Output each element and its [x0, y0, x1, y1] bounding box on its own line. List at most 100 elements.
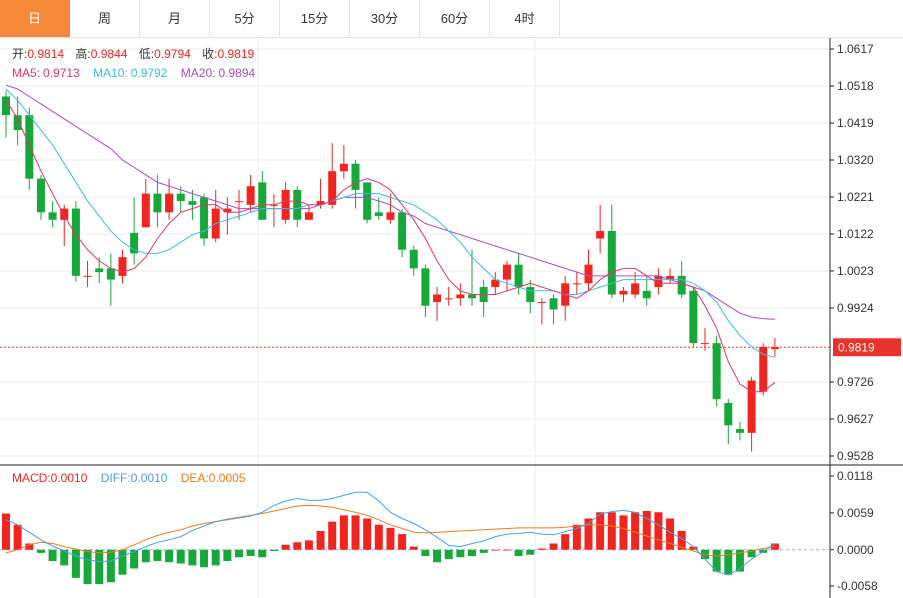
candle-body: [444, 298, 453, 300]
macd-bar: [712, 549, 721, 572]
macd-bar: [433, 549, 442, 563]
macd-panel: [2, 491, 779, 585]
candle-body: [549, 298, 558, 310]
candle-body: [48, 212, 57, 220]
current-price-tag: 0.9819: [833, 338, 901, 357]
macd-bar: [200, 549, 209, 568]
candle-body: [316, 201, 325, 205]
candle: [293, 186, 302, 228]
candle: [188, 189, 197, 220]
candle-body: [386, 212, 395, 220]
candle-body: [526, 287, 535, 303]
candle: [572, 272, 581, 295]
tab-5[interactable]: 30分: [350, 0, 420, 37]
tab-1[interactable]: 周: [70, 0, 140, 37]
candle-body: [607, 231, 616, 295]
candle-body: [293, 189, 302, 220]
macd-bar: [398, 534, 407, 550]
macd-bar: [421, 549, 430, 556]
candle: [200, 193, 209, 246]
macd-bar: [48, 549, 57, 561]
macd-bar: [141, 549, 150, 563]
macd-bar: [526, 549, 535, 555]
macd-bar: [223, 549, 232, 561]
macd-bar: [258, 549, 267, 558]
ma20-value: 0.9894: [218, 66, 255, 80]
candle-body: [724, 402, 733, 426]
candle: [468, 249, 476, 306]
candle: [258, 171, 267, 220]
candle: [747, 376, 756, 452]
macd-bar: [444, 549, 453, 560]
candle-body: [328, 171, 337, 205]
candle: [619, 287, 628, 303]
candle-body: [491, 279, 500, 288]
y-tick-label: 0.9726: [837, 375, 874, 389]
tab-4[interactable]: 15分: [280, 0, 350, 37]
candle: [666, 268, 675, 284]
macd-bar: [491, 549, 500, 551]
candle: [13, 96, 22, 146]
candle-body: [409, 249, 418, 269]
candle-body: [759, 346, 768, 392]
y-axes: 1.0617 1.0518 1.0419 1.0320 1.0221 1.0122 1.00…: [830, 42, 878, 593]
current-price-text: 0.9819: [838, 341, 875, 355]
ma10-value: 0.9792: [131, 66, 168, 80]
candle: [735, 421, 744, 441]
tab-3[interactable]: 5分: [210, 0, 280, 37]
candle: [409, 245, 418, 276]
candle-body: [269, 204, 278, 206]
macd-bar: [2, 513, 10, 550]
macd-bar: [118, 549, 127, 575]
tab-6[interactable]: 60分: [420, 0, 490, 37]
tab-7[interactable]: 4时: [490, 0, 560, 37]
macd-bar: [514, 549, 523, 556]
macd-bar: [619, 515, 628, 550]
macd-bar: [235, 549, 243, 558]
macd-bar: [631, 512, 640, 550]
candle-body: [456, 294, 465, 299]
candle: [2, 90, 10, 138]
candle: [607, 204, 616, 299]
candle: [328, 143, 337, 209]
candle: [514, 253, 523, 295]
candle-body: [677, 275, 686, 295]
macd-bar: [689, 546, 698, 550]
macd-bar: [666, 518, 675, 550]
y-tick-label: 1.0617: [837, 42, 874, 56]
candle: [165, 178, 174, 220]
candle-body: [71, 208, 80, 276]
macd-bar: [537, 548, 546, 550]
candle-body: [153, 193, 162, 213]
candle: [235, 189, 243, 220]
candles: [2, 90, 779, 452]
candle-body: [619, 290, 628, 295]
macd-bar: [735, 549, 744, 572]
candle: [526, 279, 535, 314]
macd-bar: [677, 531, 686, 550]
macd-bar: [409, 546, 418, 550]
tab-2[interactable]: 月: [140, 0, 210, 37]
macd-bar: [316, 531, 325, 550]
y-tick-label: 1.0518: [837, 79, 874, 93]
candle: [304, 204, 313, 220]
candle: [444, 287, 453, 306]
macd-bar: [153, 549, 162, 561]
tab-0[interactable]: 日: [0, 0, 70, 37]
candle-body: [25, 115, 34, 179]
candle-body: [258, 182, 267, 220]
candle: [537, 298, 546, 325]
candle-body: [642, 290, 651, 299]
candle-body: [770, 347, 779, 350]
close-label: 收:: [202, 47, 217, 61]
candle-body: [374, 212, 383, 217]
macd-bar: [95, 549, 104, 585]
ma5-label: MA5:: [12, 66, 40, 80]
macd-bar: [549, 543, 558, 550]
macd-bar: [572, 524, 581, 550]
y-tick-label: 1.0122: [837, 227, 874, 241]
close-value: 0.9819: [218, 47, 255, 61]
open-value: 0.9814: [27, 47, 64, 61]
